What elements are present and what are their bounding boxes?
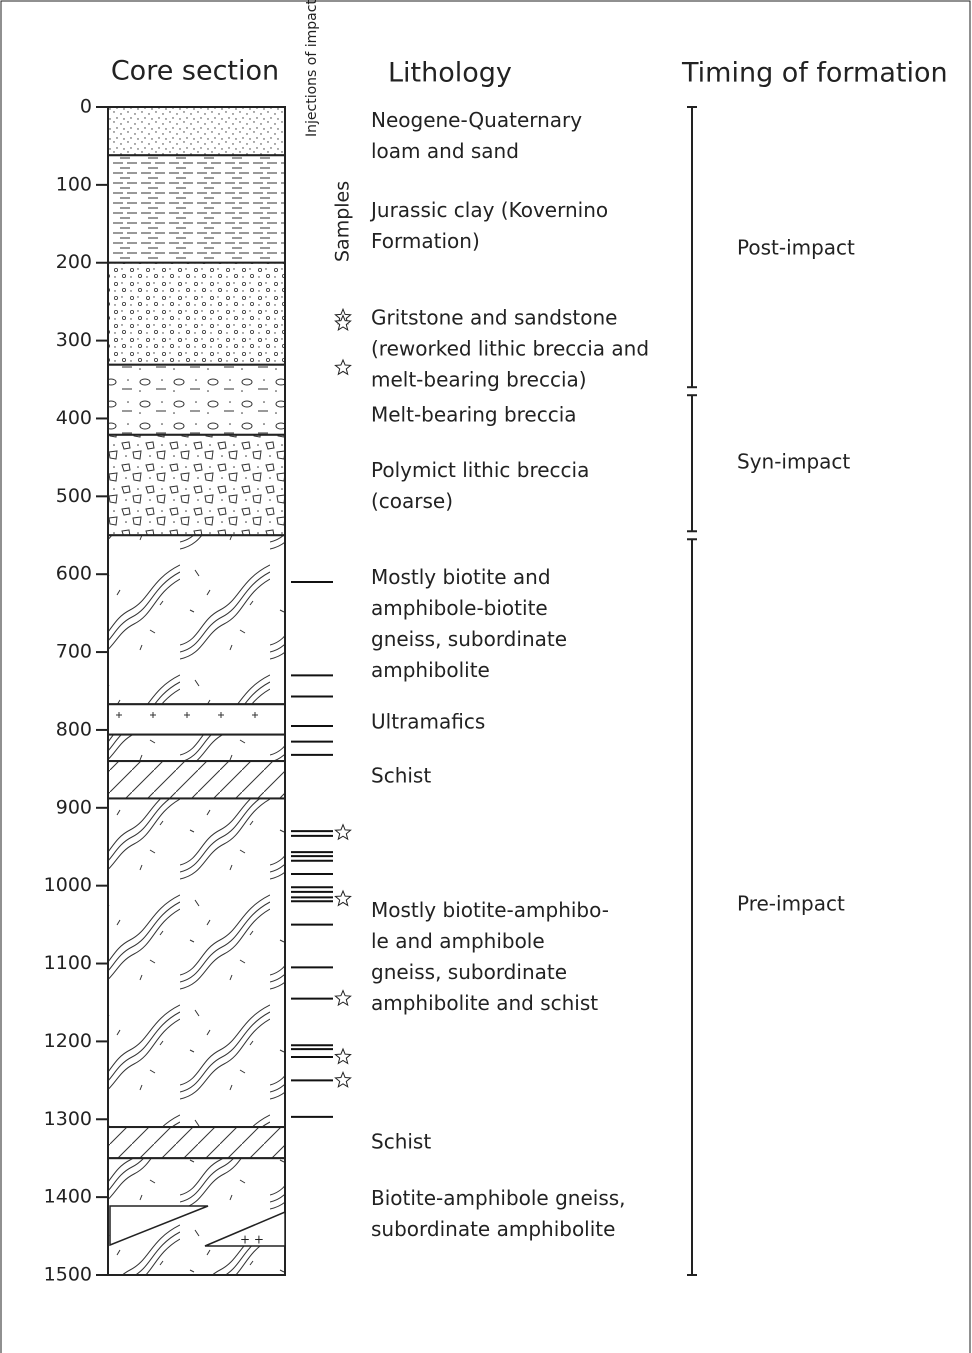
lithology-label: Jurassic clay (Kovernino	[369, 198, 608, 222]
layer	[108, 1127, 285, 1158]
depth-label: 1000	[44, 874, 92, 896]
layer	[108, 435, 285, 535]
lithology-label: melt-bearing breccia)	[371, 368, 587, 392]
lithology-label: Schist	[371, 764, 431, 788]
lithology-label: Melt-bearing breccia	[371, 403, 577, 427]
lithology-label: loam and sand	[371, 139, 519, 163]
sample-star	[335, 991, 350, 1005]
depth-label: 1200	[44, 1030, 92, 1052]
lithology-label: gneiss, subordinate	[371, 960, 567, 984]
lithology-label: subordinate amphibolite	[371, 1217, 615, 1241]
layer	[108, 704, 285, 734]
sample-star	[335, 1049, 350, 1063]
lithology-label: gneiss, subordinate	[371, 627, 567, 651]
sample-star	[335, 825, 350, 840]
depth-label: 300	[56, 329, 92, 351]
depth-label: 1300	[44, 1108, 92, 1130]
depth-label: 100	[56, 173, 92, 195]
lithology-label: Polymict lithic breccia	[371, 458, 589, 482]
layer	[108, 535, 285, 704]
lithology-label: Formation)	[371, 229, 480, 253]
lithology-label: Mostly biotite and	[371, 565, 551, 589]
depth-label: 0	[80, 96, 92, 118]
core-diagram: Core section Injections of impact melt r…	[0, 0, 972, 1353]
depth-label: 1400	[44, 1186, 92, 1208]
lithology-label: Neogene-Quaternary	[371, 108, 582, 132]
lithology-label: (reworked lithic breccia and	[371, 337, 649, 361]
layer	[108, 263, 285, 365]
depth-label: 200	[56, 251, 92, 273]
depth-label: 600	[56, 563, 92, 585]
samples-header: Samples	[332, 181, 354, 262]
lithology-label: (coarse)	[371, 489, 453, 513]
sample-star	[335, 891, 350, 906]
timing-label: Pre-impact	[737, 892, 845, 916]
timing-header: Timing of formation	[681, 58, 948, 89]
depth-label: 400	[56, 407, 92, 429]
lithology-label: Ultramafics	[371, 710, 485, 734]
depth-label: 1100	[44, 952, 92, 974]
lithology-label: Mostly biotite-amphibo-	[371, 898, 609, 922]
lithology-label: Biotite-amphibole gneiss,	[371, 1186, 626, 1210]
depth-label: 900	[56, 796, 92, 818]
svg-text:+ +: + +	[240, 1233, 264, 1247]
layer	[108, 107, 285, 155]
sample-star	[335, 316, 350, 330]
layer	[108, 155, 285, 262]
timing-label: Syn-impact	[737, 450, 850, 474]
layer	[108, 761, 285, 798]
depth-label: 500	[56, 485, 92, 507]
layer	[108, 735, 285, 761]
injections-header: Injections of impact melt rock	[304, 0, 320, 137]
depth-label: 800	[56, 718, 92, 740]
depth-label: 700	[56, 641, 92, 663]
layer	[108, 365, 285, 435]
timing-label: Post-impact	[737, 236, 855, 260]
lithology-label: Schist	[371, 1130, 431, 1154]
depth-label: 1500	[44, 1264, 92, 1286]
lithology-label: amphibole-biotite	[371, 596, 548, 620]
lithology-label: Gritstone and sandstone	[371, 306, 617, 330]
sample-star	[335, 1072, 350, 1087]
layer	[108, 798, 285, 1127]
core-header: Core section	[111, 56, 279, 87]
lithology-label: le and amphibole	[371, 929, 545, 953]
lithology-header: Lithology	[388, 58, 512, 89]
lithology-label: amphibolite and schist	[371, 991, 598, 1015]
sample-star	[335, 360, 350, 374]
lithology-label: amphibolite	[371, 658, 490, 682]
